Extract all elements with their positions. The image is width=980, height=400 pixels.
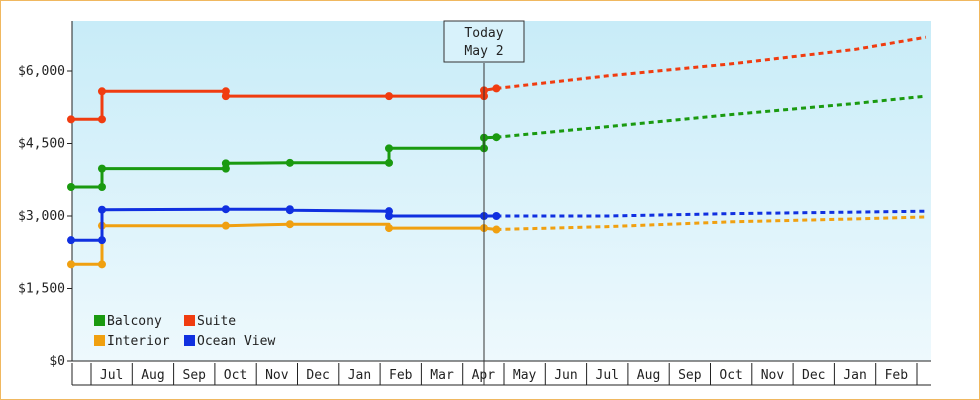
data-point: [97, 87, 106, 96]
data-point: [492, 225, 501, 234]
month-label: Nov: [265, 368, 289, 383]
data-point: [385, 144, 394, 153]
data-point: [97, 205, 106, 214]
legend-label: Interior: [107, 334, 170, 349]
data-point: [385, 212, 394, 220]
month-label: Nov: [761, 368, 785, 383]
data-point: [67, 115, 75, 124]
month-label: Dec: [306, 368, 329, 383]
legend-label: Ocean View: [197, 334, 275, 349]
y-tick-label: $4,500: [18, 137, 65, 152]
legend-item: Interior: [94, 334, 170, 349]
data-point: [385, 158, 394, 167]
month-label: Aug: [637, 368, 660, 383]
legend-item: Balcony: [94, 314, 162, 329]
forecast-line: [496, 215, 926, 231]
month-label: Sep: [183, 368, 207, 383]
forecast-line: [496, 209, 926, 218]
data-point: [221, 205, 230, 214]
data-point: [97, 260, 106, 269]
data-point: [221, 159, 230, 168]
data-point: [285, 220, 294, 229]
legend-label: Balcony: [107, 314, 162, 329]
data-point: [97, 115, 106, 124]
month-label: Mar: [430, 368, 454, 383]
month-label: Jul: [100, 368, 123, 383]
month-label: Dec: [802, 368, 825, 383]
y-tick-label: $3,000: [18, 209, 65, 224]
month-label: May: [513, 368, 537, 383]
legend-swatch: [94, 335, 105, 346]
data-point: [67, 260, 75, 269]
legend-swatch: [184, 315, 195, 326]
data-point: [285, 206, 294, 215]
y-tick-label: $6,000: [18, 64, 65, 79]
forecast-line: [496, 35, 927, 90]
month-label: Jun: [554, 368, 577, 383]
series-ocean-view: [67, 205, 926, 245]
data-point: [221, 221, 230, 230]
month-label: Jul: [596, 368, 619, 383]
data-point: [67, 236, 75, 245]
series-interior: [67, 215, 926, 269]
today-date: May 2: [464, 44, 503, 59]
month-label: Aug: [141, 368, 164, 383]
month-label: Jan: [843, 368, 866, 383]
data-point: [385, 224, 394, 233]
today-box: [443, 20, 525, 63]
month-label: Apr: [472, 368, 496, 383]
month-label: Sep: [678, 368, 702, 383]
y-tick-label: $1,500: [18, 282, 65, 297]
data-point: [97, 183, 106, 191]
legend-swatch: [94, 315, 105, 326]
data-point: [492, 212, 501, 220]
month-label: Oct: [719, 368, 742, 383]
data-point: [221, 92, 230, 101]
data-point: [97, 236, 106, 245]
legend-item: Suite: [184, 314, 236, 329]
data-point: [492, 133, 501, 142]
data-point: [492, 84, 501, 93]
month-label: Feb: [389, 368, 413, 383]
data-point: [285, 158, 294, 167]
data-point: [97, 164, 106, 173]
plot-background: [72, 21, 931, 361]
forecast-line: [496, 94, 927, 139]
legend-label: Suite: [197, 314, 236, 329]
month-label: Oct: [224, 368, 247, 383]
today-label: Today: [464, 26, 503, 41]
y-tick-label: $0: [49, 354, 65, 369]
data-point: [385, 92, 394, 101]
data-point: [67, 183, 75, 191]
month-label: Jan: [348, 368, 371, 383]
legend-item: Ocean View: [184, 334, 275, 349]
legend-swatch: [184, 335, 195, 346]
month-label: Feb: [885, 368, 909, 383]
